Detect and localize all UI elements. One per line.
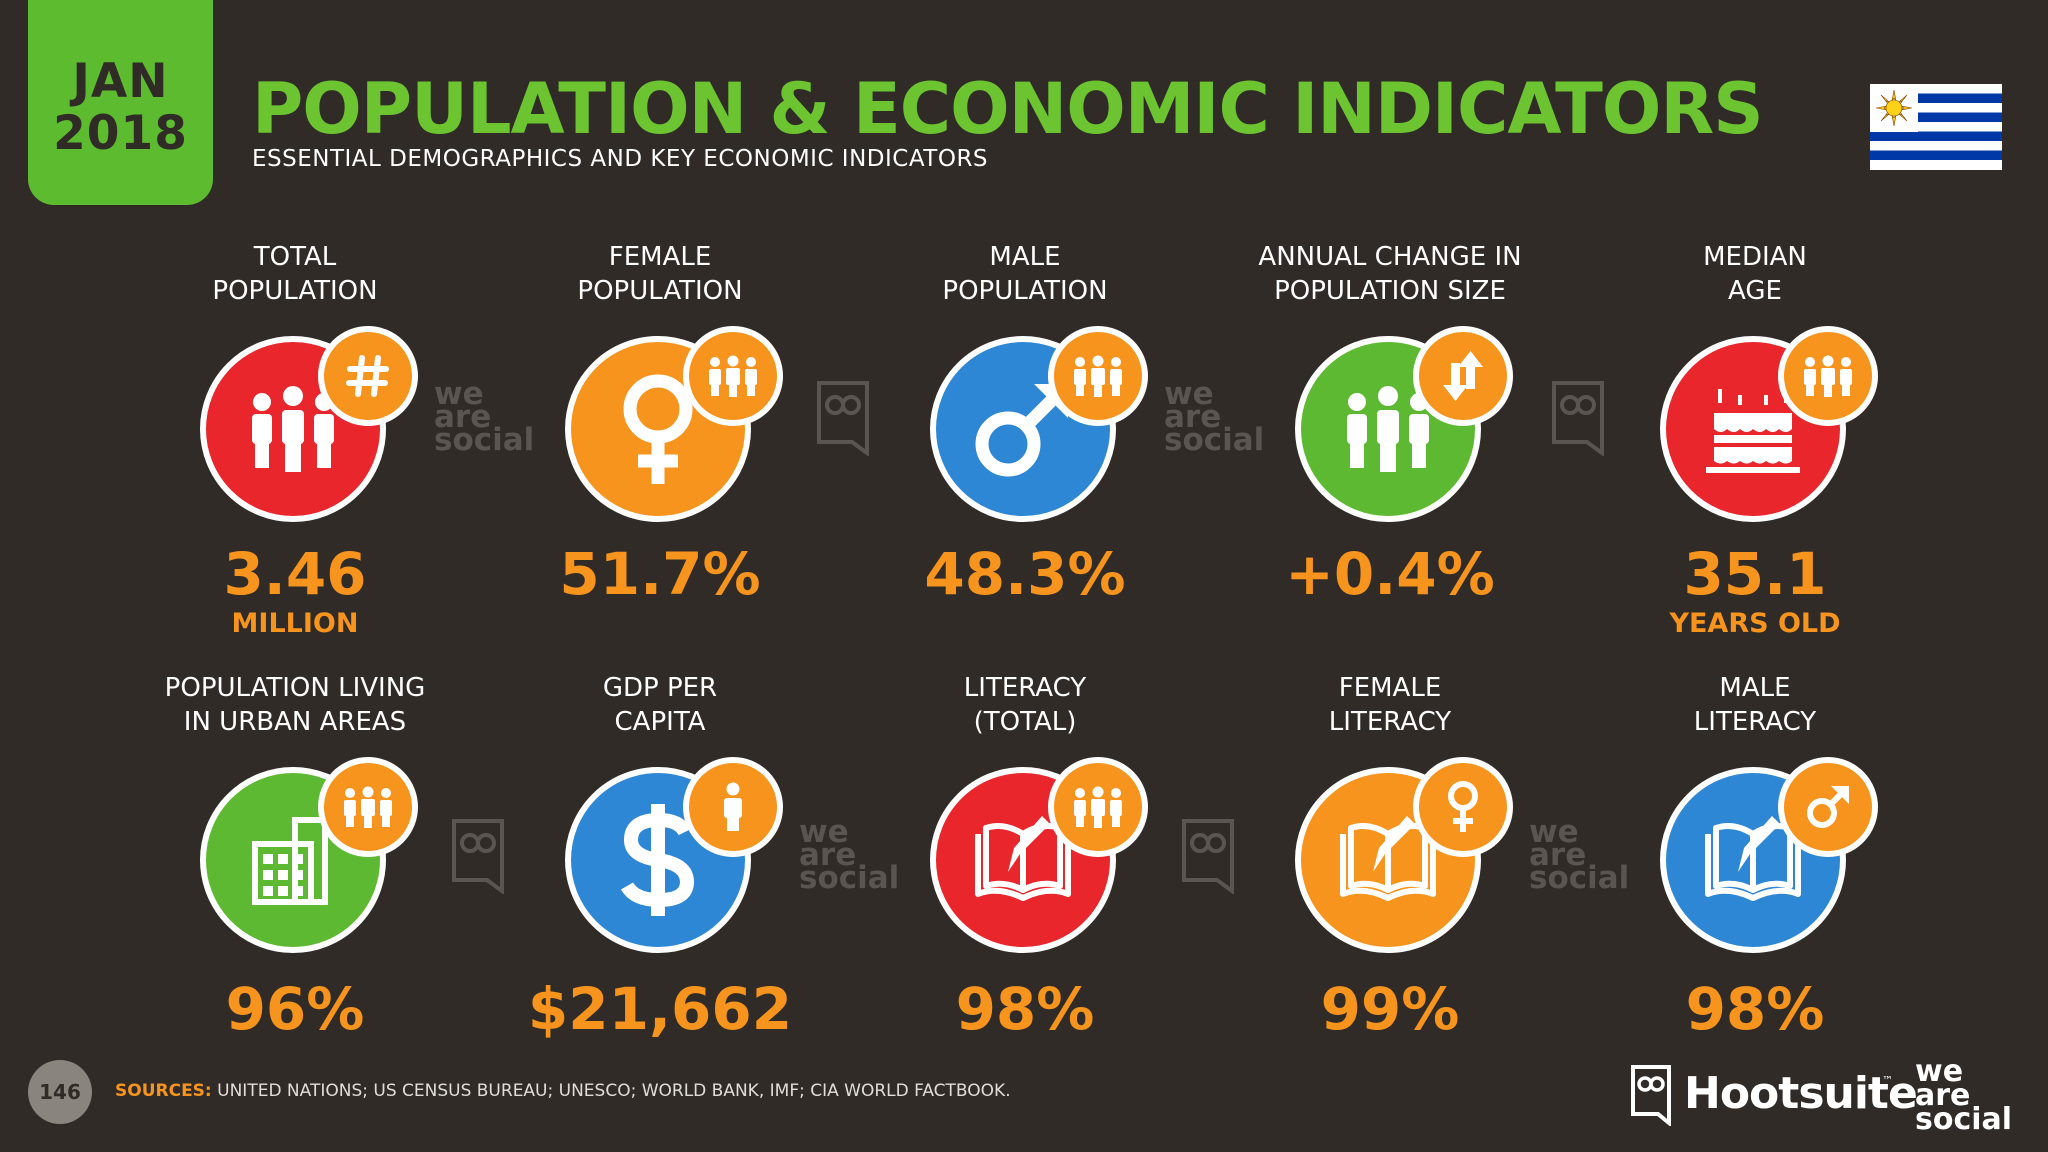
label-line2: POPULATION (212, 276, 378, 306)
female-symbol-icon (1413, 757, 1513, 857)
hash-icon (318, 326, 418, 426)
metric-value: 3.46 (223, 540, 367, 608)
metric-value: 99% (1320, 975, 1460, 1043)
uruguay-flag-icon (1870, 84, 2002, 170)
label-line1: POPULATION LIVING (164, 673, 426, 703)
label-line2: (TOTAL) (973, 707, 1077, 737)
sources-list: UNITED NATIONS; US CENSUS BUREAU; UNESCO… (217, 1081, 1011, 1101)
label-line1: TOTAL (253, 242, 337, 272)
metric-label: MEDIAN AGE (1585, 240, 1925, 308)
date-tab: JAN 2018 (28, 0, 213, 205)
metric-label: POPULATION LIVING IN URBAN AREAS (125, 671, 465, 739)
metric-label: TOTAL POPULATION (125, 240, 465, 308)
metric-label: MALE POPULATION (855, 240, 1195, 308)
sources-label: SOURCES: (115, 1081, 212, 1101)
metric-value: 35.1 (1683, 540, 1827, 608)
brand-logos: Hootsuite ™ we are social (1630, 1054, 2013, 1140)
we-are-social-logo: we are social (1915, 1054, 2013, 1137)
people-badge-icon (318, 757, 418, 857)
metric-unit: YEARS OLD (1669, 608, 1841, 639)
label-line2: CAPITA (614, 707, 706, 737)
hootsuite-owl-watermark-icon (817, 381, 869, 456)
label-line1: MALE (989, 242, 1061, 272)
hootsuite-owl-watermark-icon (1552, 381, 1604, 456)
we-are-social-watermark: we are social (1164, 376, 1265, 458)
sources-text: SOURCES: UNITED NATIONS; US CENSUS BUREA… (115, 1081, 1011, 1101)
we-are-social-watermark: we are social (1529, 814, 1630, 896)
people-badge-icon (1048, 757, 1148, 857)
label-line2: POPULATION (942, 276, 1108, 306)
trademark-mark: ™ (1882, 1074, 1893, 1087)
label-line1: ANNUAL CHANGE IN (1258, 242, 1522, 272)
date-year: 2018 (53, 105, 188, 161)
metric-label: FEMALE LITERACY (1220, 671, 1560, 739)
label-line1: MEDIAN (1703, 242, 1807, 272)
label-line2: IN URBAN AREAS (183, 707, 407, 737)
metric-unit: MILLION (231, 608, 359, 639)
metric-label: LITERACY (TOTAL) (855, 671, 1195, 739)
label-line2: LITERACY (1693, 707, 1817, 737)
label-line1: MALE (1719, 673, 1791, 703)
people-icon (1295, 336, 1481, 522)
metric-label: GDP PER CAPITA (490, 671, 830, 739)
page-number: 146 (28, 1060, 92, 1124)
metric-value: $21,662 (527, 975, 793, 1043)
metric-label: ANNUAL CHANGE IN POPULATION SIZE (1220, 240, 1560, 308)
metric-value: 98% (1685, 975, 1825, 1043)
male-symbol-icon (1778, 757, 1878, 857)
metric-value: 98% (955, 975, 1095, 1043)
page-title: POPULATION & ECONOMIC INDICATORS (252, 68, 1764, 150)
hootsuite-owl-icon (1631, 1065, 1671, 1126)
metric-label: MALE LITERACY (1585, 671, 1925, 739)
hootsuite-logo-text: Hootsuite (1684, 1068, 1918, 1119)
label-line1: GDP PER (602, 673, 718, 703)
label-line2: POPULATION SIZE (1274, 276, 1506, 306)
person-badge-icon (683, 757, 783, 857)
date-month: JAN (72, 53, 169, 109)
we-are-social-watermark: we are social (434, 376, 535, 458)
people-badge-icon (1048, 326, 1148, 426)
label-line1: LITERACY (963, 673, 1087, 703)
metric-value: 48.3% (924, 540, 1126, 608)
we-are-social-watermark: we are social (799, 814, 900, 896)
label-line2: POPULATION (577, 276, 743, 306)
people-badge-icon (683, 326, 783, 426)
hootsuite-owl-watermark-icon (452, 819, 504, 894)
page-subtitle: ESSENTIAL DEMOGRAPHICS AND KEY ECONOMIC … (252, 146, 989, 172)
metric-value: 51.7% (559, 540, 761, 608)
hootsuite-owl-watermark-icon (1182, 819, 1234, 894)
people-badge-icon (1778, 326, 1878, 426)
metric-value: +0.4% (1285, 540, 1495, 608)
up-down-arrows-icon (1413, 326, 1513, 426)
metric-label: FEMALE POPULATION (490, 240, 830, 308)
label-line2: AGE (1728, 276, 1782, 306)
label-line1: FEMALE (1338, 673, 1442, 703)
label-line2: LITERACY (1328, 707, 1452, 737)
metric-value: 96% (225, 975, 365, 1043)
label-line1: FEMALE (608, 242, 712, 272)
